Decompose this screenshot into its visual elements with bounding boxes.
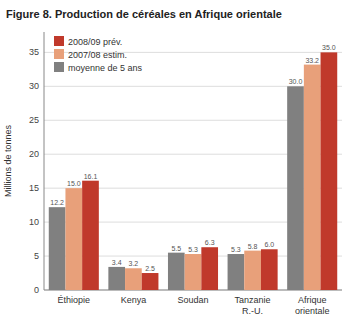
bars (49, 52, 337, 290)
x-tick-label: Kenya (121, 295, 147, 305)
data-label: 33.2 (305, 57, 319, 64)
chart: Figure 8. Production de céréales en Afri… (0, 0, 350, 333)
legend-swatch (54, 36, 64, 46)
data-label: 5.3 (231, 246, 241, 253)
x-tick-label-line: orientale (295, 306, 330, 316)
x-tick-label-line: Tanzanie (235, 295, 271, 305)
bar (287, 86, 304, 290)
y-tick-label: 0 (34, 285, 39, 295)
x-tick-label: Afriqueorientale (295, 295, 330, 316)
data-label: 12.2 (50, 199, 64, 206)
bar (244, 251, 261, 290)
legend-swatch (54, 62, 64, 72)
bar (65, 188, 82, 290)
title: Figure 8. Production de céréales en Afri… (6, 8, 282, 20)
y-tick-label: 30 (29, 81, 39, 91)
y-tick-label: 5 (34, 251, 39, 261)
data-label: 30.0 (289, 78, 303, 85)
legend-label: 2008/09 prév. (68, 37, 122, 47)
x-tick-label-line: Kenya (121, 295, 147, 305)
bar (261, 249, 278, 290)
y-axis-line (44, 32, 45, 290)
bar (201, 247, 218, 290)
bar (185, 254, 202, 290)
legend-label: moyenne de 5 ans (68, 63, 143, 73)
x-tick-label: Éthiopie (58, 295, 91, 305)
bar (125, 268, 142, 290)
bar (49, 207, 66, 290)
data-label: 16.1 (84, 173, 98, 180)
x-tick-label: TanzanieR.-U. (235, 295, 271, 316)
y-tick-label: 35 (29, 47, 39, 57)
bar (82, 181, 99, 290)
grid (44, 52, 342, 290)
bar (168, 253, 185, 290)
data-label: 3.2 (129, 260, 139, 267)
data-label: 5.8 (248, 243, 258, 250)
y-tick-label: 20 (29, 149, 39, 159)
data-label: 35.0 (322, 44, 336, 51)
legend: 2008/09 prév. 2007/08 estim. moyenne de 5 … (54, 36, 143, 73)
legend-swatch (54, 49, 64, 59)
y-tick-label: 10 (29, 217, 39, 227)
bar (142, 273, 159, 290)
bar (321, 52, 338, 290)
x-tick-label-line: R.-U. (242, 306, 263, 316)
bar (108, 267, 125, 290)
y-axis-label: Millions de tonnes (3, 124, 13, 197)
legend-label: 2007/08 estim. (68, 50, 127, 60)
data-label: 15.0 (67, 180, 81, 187)
data-labels: 12.2 3.4 5.5 5.3 30.0 15.0 3.2 5.3 5.8 33.2 16.1 2.… (50, 44, 336, 272)
x-tick-label-line: Afrique (298, 295, 327, 305)
y-tick-label: 15 (29, 183, 39, 193)
x-tick-label-line: Éthiopie (58, 295, 91, 305)
x-tick-label-line: Soudan (177, 295, 208, 305)
bar (304, 65, 321, 290)
y-tick-label: 25 (29, 115, 39, 125)
data-label: 6.0 (264, 241, 274, 248)
data-label: 6.3 (205, 239, 215, 246)
data-label: 5.3 (188, 246, 198, 253)
data-label: 2.5 (145, 265, 155, 272)
x-tick-label: Soudan (177, 295, 208, 305)
data-label: 3.4 (112, 259, 122, 266)
bar (228, 254, 245, 290)
data-label: 5.5 (171, 245, 181, 252)
